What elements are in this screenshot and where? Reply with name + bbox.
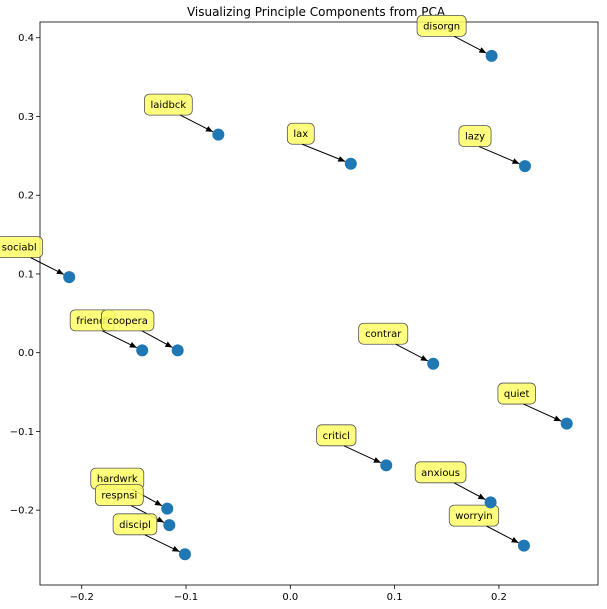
data-point-quiet <box>560 417 573 430</box>
annotation-arrow <box>486 525 519 544</box>
y-tick-label: −0.1 <box>10 427 34 438</box>
data-point-discipl <box>178 548 191 561</box>
y-tick-label: −0.2 <box>10 506 34 517</box>
annotation-arrow <box>180 114 214 133</box>
annotation-arrow <box>343 445 382 464</box>
annotation-arrow <box>395 343 429 362</box>
y-tick-label: 0.4 <box>18 33 34 44</box>
data-point-friendl <box>136 344 149 357</box>
annotation-label: lax <box>293 129 308 140</box>
data-point-laidbck <box>212 128 225 141</box>
data-point-anxious <box>484 496 497 509</box>
annotation-quiet: quiet <box>497 382 562 422</box>
y-tick-label: 0.2 <box>18 191 34 202</box>
data-point-respnsi <box>163 519 176 532</box>
annotation-box <box>458 125 492 147</box>
annotation-arrow <box>102 330 138 349</box>
chart-title: Visualizing Principle Components from PC… <box>187 5 446 19</box>
y-tick-label: 0.3 <box>18 112 34 123</box>
y-axis: −0.2 −0.1 0.0 0.1 0.2 0.3 0.4 <box>10 33 40 517</box>
annotation-label: sociabl <box>2 243 37 254</box>
annotation-label: contrar <box>365 329 402 340</box>
annotation-arrow <box>478 146 520 165</box>
data-point-disorgn <box>485 49 498 62</box>
annotation-label: criticl <box>323 431 350 442</box>
annotation-label: disorgn <box>423 21 460 32</box>
annotation-discipl: discipl <box>112 513 180 553</box>
annotation-arrow <box>453 482 486 500</box>
annotation-box <box>316 424 357 447</box>
annotation-label: coopera <box>107 316 147 327</box>
data-point-lazy <box>518 160 531 173</box>
x-tick-label: −0.1 <box>174 592 198 603</box>
data-point-contrar <box>427 357 440 370</box>
x-tick-label: 0.0 <box>282 592 298 603</box>
data-point-criticl <box>380 459 393 472</box>
annotation-box <box>286 122 315 145</box>
annotation-box <box>0 236 44 259</box>
annotation-criticl: criticl <box>316 424 382 464</box>
annotation-lazy: lazy <box>458 125 520 165</box>
data-point-lax <box>344 157 357 170</box>
y-tick-label: 0.1 <box>18 269 34 280</box>
x-tick-label: 0.2 <box>491 592 507 603</box>
annotation-laidbck: laidbck <box>144 93 214 133</box>
annotation-box <box>101 309 155 332</box>
annotation-label: worryin <box>455 511 492 522</box>
data-point-hardwrk <box>161 502 174 515</box>
y-tick-label: 0.0 <box>18 348 34 359</box>
annotation-label: discipl <box>119 520 151 531</box>
annotations-layer: disorgn laidbck lax lazy sociabl friendl coope… <box>0 14 562 553</box>
annotation-coopera: coopera <box>101 309 173 348</box>
annotation-label: anxious <box>421 468 460 479</box>
annotation-arrow <box>523 403 562 422</box>
data-point-sociabl <box>63 271 76 284</box>
x-tick-label: −0.2 <box>70 592 94 603</box>
annotation-lax: lax <box>286 122 346 162</box>
annotation-box <box>497 382 536 405</box>
annotation-box <box>94 484 144 507</box>
annotation-label: hardwrk <box>97 474 138 485</box>
annotation-box <box>416 14 467 37</box>
annotation-box <box>144 93 193 116</box>
annotation-anxious: anxious <box>414 461 486 500</box>
annotation-arrow <box>453 35 487 54</box>
annotation-label: friendl <box>76 316 108 327</box>
data-point-coopera <box>171 344 184 357</box>
points-layer <box>63 49 573 561</box>
annotation-arrow <box>30 257 65 275</box>
annotation-arrow <box>141 330 173 348</box>
annotation-sociabl: sociabl <box>0 236 65 275</box>
data-point-worryin <box>517 539 530 552</box>
annotation-label: lazy <box>465 132 485 143</box>
annotation-arrow <box>144 534 180 553</box>
annotation-box <box>448 504 500 527</box>
annotation-worryin: worryin <box>448 504 519 544</box>
annotation-label: respnsi <box>101 491 137 502</box>
annotation-arrow <box>302 143 346 162</box>
annotation-box <box>358 322 409 345</box>
annotation-label: laidbck <box>151 100 187 111</box>
annotation-label: quiet <box>504 389 530 400</box>
x-tick-label: 0.1 <box>387 592 403 603</box>
x-axis: −0.2 −0.1 0.0 0.1 0.2 <box>70 585 507 603</box>
annotation-box <box>414 461 467 484</box>
annotation-disorgn: disorgn <box>416 14 487 54</box>
annotation-contrar: contrar <box>358 322 429 362</box>
plot-frame <box>39 21 599 586</box>
annotation-box <box>112 513 158 536</box>
